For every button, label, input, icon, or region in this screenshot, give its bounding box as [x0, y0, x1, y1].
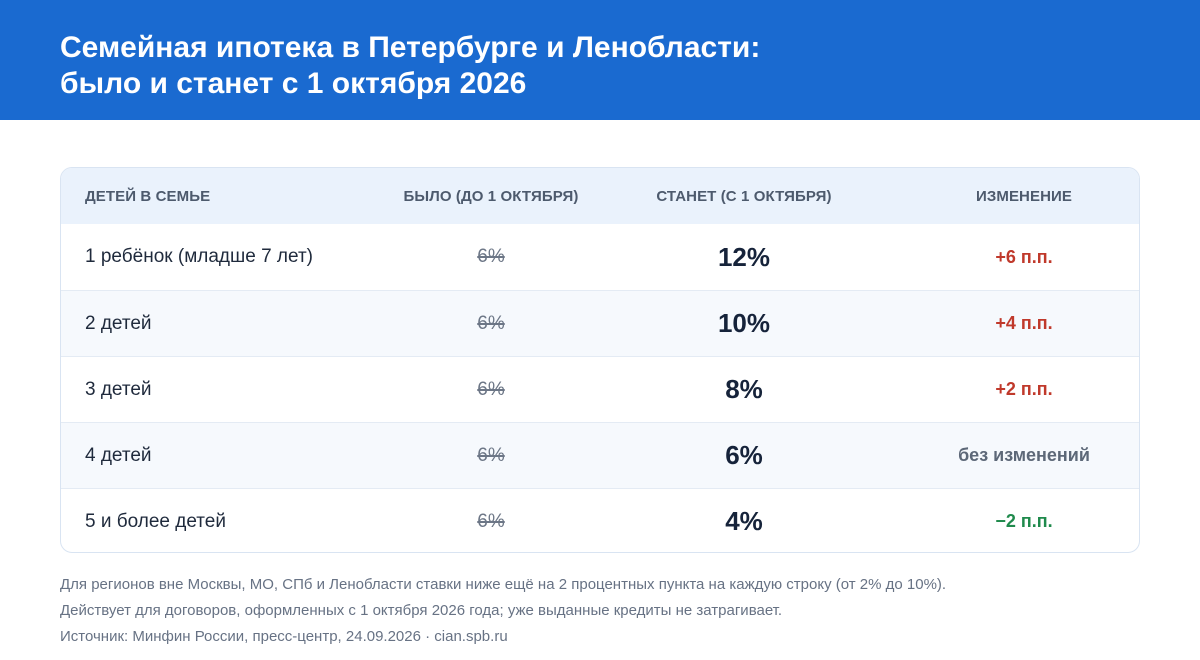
table-row: 4 детей 6% 6% без изменений — [61, 422, 1139, 488]
column-header-after: СТАНЕТ (С 1 ОКТЯБРЯ) — [656, 187, 832, 205]
rates-table: ДЕТЕЙ В СЕМЬЕ БЫЛО (ДО 1 ОКТЯБРЯ) СТАНЕТ… — [60, 167, 1140, 553]
row-children-label: 5 и более детей — [85, 510, 226, 532]
row-children-label: 4 детей — [85, 444, 152, 466]
rate-change: +4 п.п. — [995, 313, 1053, 333]
row-children-label: 1 ребёнок (младше 7 лет) — [85, 246, 313, 267]
column-header-change: ИЗМЕНЕНИЕ — [975, 187, 1073, 205]
table-header: ДЕТЕЙ В СЕМЬЕ БЫЛО (ДО 1 ОКТЯБРЯ) СТАНЕТ… — [61, 168, 1139, 224]
rate-change: −2 п.п. — [995, 511, 1053, 531]
old-rate: 6% — [477, 444, 505, 466]
old-rate: 6% — [477, 378, 505, 400]
page-title: Семейная ипотека в Петербурге и Леноблас… — [60, 30, 1140, 102]
footnote-regions: Для регионов вне Москвы, МО, СПб и Леноб… — [60, 576, 947, 593]
new-rate: 6% — [725, 440, 763, 470]
footnote-validity: Действует для договоров, оформленных с 1… — [60, 602, 783, 619]
old-rate: 6% — [477, 510, 505, 532]
rate-change: без изменений — [958, 445, 1090, 465]
rate-change: +6 п.п. — [995, 246, 1053, 267]
column-header-children: ДЕТЕЙ В СЕМЬЕ — [85, 187, 211, 205]
footnotes: Для регионов вне Москвы, МО, СПб и Леноб… — [60, 572, 1140, 650]
row-children-label: 3 детей — [85, 378, 152, 400]
rate-change: +2 п.п. — [995, 379, 1053, 399]
new-rate: 10% — [717, 308, 771, 338]
column-header-before: БЫЛО (ДО 1 ОКТЯБРЯ) — [403, 187, 579, 205]
row-children-label: 2 детей — [85, 312, 152, 334]
table-row: 3 детей 6% 8% +2 п.п. — [61, 356, 1139, 422]
table-row: 1 ребёнок (младше 7 лет) 6% 12% +6 п.п. — [61, 224, 1139, 290]
new-rate: 8% — [725, 374, 763, 404]
new-rate: 12% — [717, 241, 771, 272]
old-rate: 6% — [477, 312, 505, 334]
old-rate: 6% — [477, 246, 505, 267]
new-rate: 4% — [725, 506, 763, 536]
page-title-line-2: было и станет с 1 октября 2026 — [60, 67, 527, 100]
table-row: 2 детей 6% 10% +4 п.п. — [61, 290, 1139, 356]
page-title-line-1: Семейная ипотека в Петербурге и Леноблас… — [60, 31, 761, 64]
table-row: 5 и более детей 6% 4% −2 п.п. — [61, 488, 1139, 552]
page-header: Семейная ипотека в Петербурге и Леноблас… — [0, 0, 1200, 120]
footnote-source: Источник: Минфин России, пресс-центр, 24… — [60, 628, 508, 645]
